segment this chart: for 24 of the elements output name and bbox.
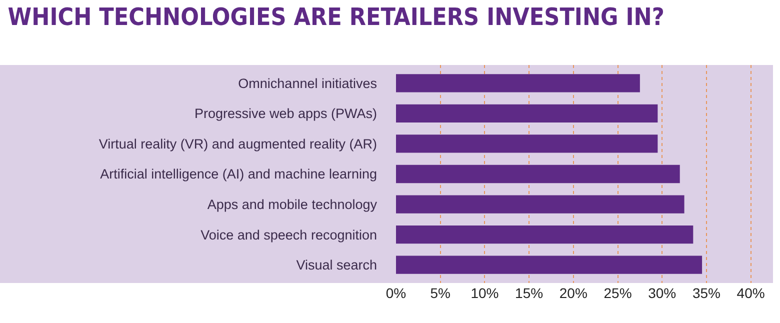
y-tick-label: Virtual reality (VR) and augmented reality (AR) [98,136,377,152]
y-tick-label: Voice and speech recognition [200,227,377,242]
x-tick-label: 0% [386,285,406,301]
bar [396,104,658,123]
y-tick-label: Omnichannel initiatives [238,76,378,91]
x-tick-label: 25% [604,285,632,301]
bar [396,164,680,184]
bar [396,195,684,214]
x-tick-label: 10% [470,285,499,301]
bar [396,74,640,92]
chart-title: WHICH TECHNOLOGIES ARE RETAILERS INVESTING IN? [8,2,664,31]
y-tick-label: Artificial intelligence (AI) and machine learning [100,166,377,182]
x-tick-label: 15% [515,285,544,301]
x-tick-label: 40% [736,285,765,301]
y-tick-label: Apps and mobile technology [207,197,378,212]
bar [396,134,658,153]
y-tick-label: Visual search [296,258,377,273]
x-tick-label: 35% [692,285,720,301]
y-tick-label: Progressive web apps (PWAs) [194,106,377,122]
bar [396,225,694,244]
x-tick-label: 20% [559,285,588,301]
bar [396,256,702,274]
x-tick-label: 30% [648,285,676,301]
x-tick-label: 5% [430,285,450,301]
